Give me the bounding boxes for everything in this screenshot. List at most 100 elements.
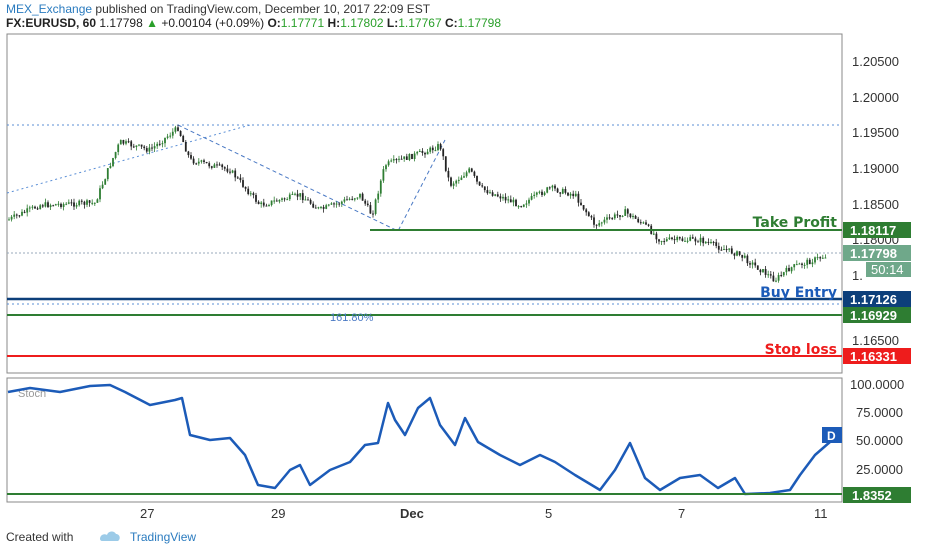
oscillator-level-tag [843,487,911,503]
candle-body [52,205,55,207]
candle-body [28,207,31,209]
candle-body [780,275,783,277]
candle-body [736,251,738,256]
candle-body [421,150,424,153]
candle-body [777,275,780,281]
time-tick: 7 [678,506,685,521]
symbol-label[interactable]: FX:EURUSD, 60 [6,16,97,30]
candle-body [88,200,91,203]
candle-body [444,156,447,171]
candle-body [210,166,213,168]
candle-body [244,186,247,189]
candle-body [379,180,382,194]
candle-body [62,204,65,207]
candle-body [307,199,309,201]
publisher-link[interactable]: MEX_Exchange [6,2,93,16]
candle-body [647,224,650,226]
candle-body [730,248,733,254]
candle-body [99,188,101,200]
candle-body [551,185,554,188]
candle-body [457,179,460,181]
candle-body [278,199,281,202]
candle-body [117,144,120,153]
footer: Created with TradingView [0,524,932,550]
tradingview-logo-icon[interactable] [98,527,122,545]
last-price-tag [843,245,911,261]
oscillator-marker[interactable] [822,427,842,443]
candle-body [824,257,827,259]
candle-body [125,141,127,144]
candle-body [491,192,494,196]
candle-body [598,223,601,226]
candle-body [715,242,718,246]
candle-body [564,188,567,193]
candle-body [18,215,21,217]
candle-body [790,267,793,272]
candle-body [702,237,705,244]
candle-body [806,259,809,265]
candle-body [255,195,257,202]
candle-body [619,215,621,217]
candle-body [268,205,270,207]
candle-body [535,192,538,195]
price-pane[interactable] [6,33,843,374]
candle-body [723,249,725,251]
candle-body [65,203,68,205]
candle-body [164,137,166,144]
candle-body [691,237,694,239]
published-text: published on TradingView.com, December 1… [95,2,431,16]
candle-body [710,241,712,243]
candle-body [759,269,762,273]
candle-body [652,233,655,235]
candle-body [130,141,133,147]
candle-body [483,186,486,191]
candle-body [782,272,785,276]
candle-body [343,199,346,202]
candle-body [611,218,614,220]
candle-body [377,193,380,200]
candle-body [561,188,564,194]
candle-body [595,224,598,226]
candle-body [626,209,629,214]
candle-body [70,202,73,204]
oscillator-pane[interactable] [6,377,843,503]
low-label: L: [386,16,399,30]
candle-body [769,274,772,276]
candle-body [515,199,517,207]
candle-body [356,197,359,199]
candle-body [686,240,689,242]
candle-body [569,193,572,196]
candle-body [574,193,577,197]
candle-body [221,164,224,168]
tradingview-brand[interactable]: TradingView [130,530,197,544]
candle-body [39,205,42,210]
candle-body [590,216,593,218]
candle-body [746,255,749,264]
candle-body [728,248,731,250]
candle-body [247,188,250,195]
candle-body [585,209,588,213]
candle-body [634,215,637,219]
candle-body [512,199,515,203]
time-axis[interactable]: 27 29 Dec 5 7 11 [140,506,828,521]
candle-body [811,262,814,265]
candle-body [195,163,198,165]
take-profit-tag [843,222,911,238]
candle-body [494,194,497,196]
candle-body [665,239,668,242]
candle-body [463,176,465,178]
candle-body [717,245,720,250]
candle-body [502,196,504,199]
change-value: +0.00104 (+0.09%) [161,16,265,30]
candle-body [541,191,543,195]
candle-body [749,263,751,265]
candle-body [218,164,221,166]
buy-entry-tag [843,291,911,307]
buy-entry-label: Buy Entry [760,285,837,301]
candle-body [57,203,60,205]
candle-body [733,253,736,256]
candle-body [275,200,278,202]
candle-body [509,199,512,203]
candle-body [408,153,411,160]
